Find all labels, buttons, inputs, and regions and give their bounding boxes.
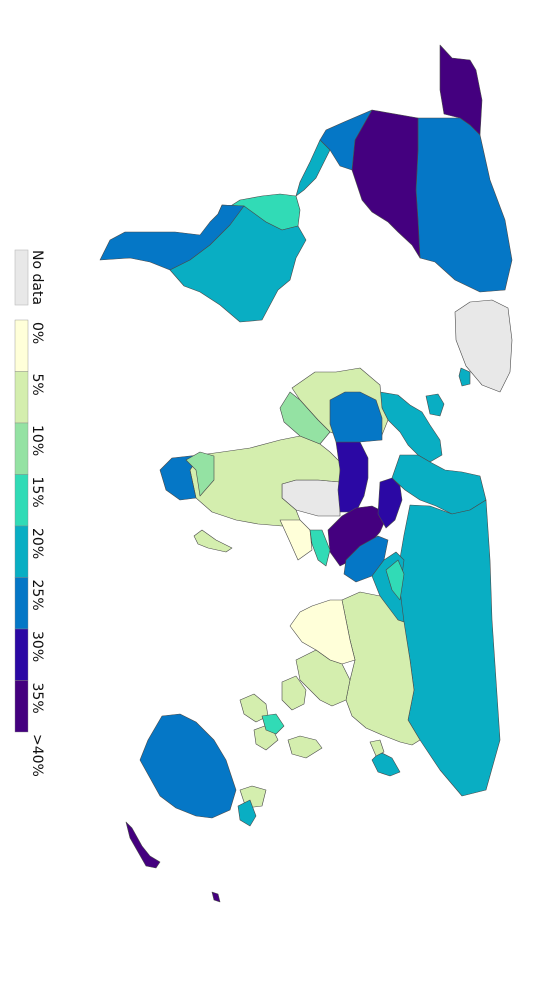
region-canada [415,117,513,293]
legend-label-4: 20% [29,528,45,559]
legend-swatch-4 [14,525,29,578]
region-russia [397,499,501,797]
region-southern-africa [159,454,201,501]
region-saudi-arabia [327,505,389,567]
region-australia [139,713,237,819]
legend-label-8: >40% [29,734,45,777]
region-southern-africa-green [185,451,215,497]
region-europe-east [391,454,487,515]
region-central-asia-2 [385,559,405,601]
legend-label-7: 35% [29,683,45,714]
legend-label-3: 15% [29,477,45,508]
region-malaysia [261,713,285,735]
region-madagascar [193,529,233,553]
legend-label-2: 10% [29,425,45,456]
legend-swatch-6 [14,628,29,681]
region-africa-west [279,391,331,445]
legend-label-6: 30% [29,631,45,662]
legend: No data 0% 5% 10% 15% 20% 25% 30% 35% >40% [14,249,45,777]
region-south-america-west [99,204,245,271]
region-pacific-island [211,891,221,903]
legend-swatch-1 [14,371,29,424]
legend-swatch-5 [14,577,29,630]
region-uk [425,393,445,417]
legend-label-1: 5% [29,374,45,396]
region-india [289,599,356,665]
region-yemen [309,529,331,567]
region-middle-east-gulf [335,441,369,513]
legend-label-5: 25% [29,580,45,611]
region-africa-sahel [189,435,341,527]
region-brazil [169,205,307,323]
legend-swatch-2 [14,422,29,475]
legend-label-0: 0% [29,322,45,344]
countries [99,44,513,903]
region-new-zealand [125,821,161,869]
region-indochina [281,675,307,711]
region-africa-east [279,519,313,561]
region-papua [237,799,257,827]
legend-label-no-data: No data [29,250,45,305]
legend-swatch-3 [14,474,29,527]
legend-bins: 0% 5% 10% 15% 20% 25% 30% 35% >40% [14,319,45,777]
legend-swatch-no-data [14,249,29,306]
region-indonesia-3 [287,735,323,759]
region-greenland [454,299,513,393]
region-caucasus [377,477,403,529]
region-iceland [458,367,471,387]
region-korea [369,739,385,757]
region-europe-west [379,391,443,463]
region-southeast-asia [295,649,351,707]
region-turkey [329,391,383,443]
region-usa [351,109,421,259]
legend-swatch-7 [14,680,29,733]
legend-swatch-0 [14,319,29,372]
region-central-america [295,139,331,197]
